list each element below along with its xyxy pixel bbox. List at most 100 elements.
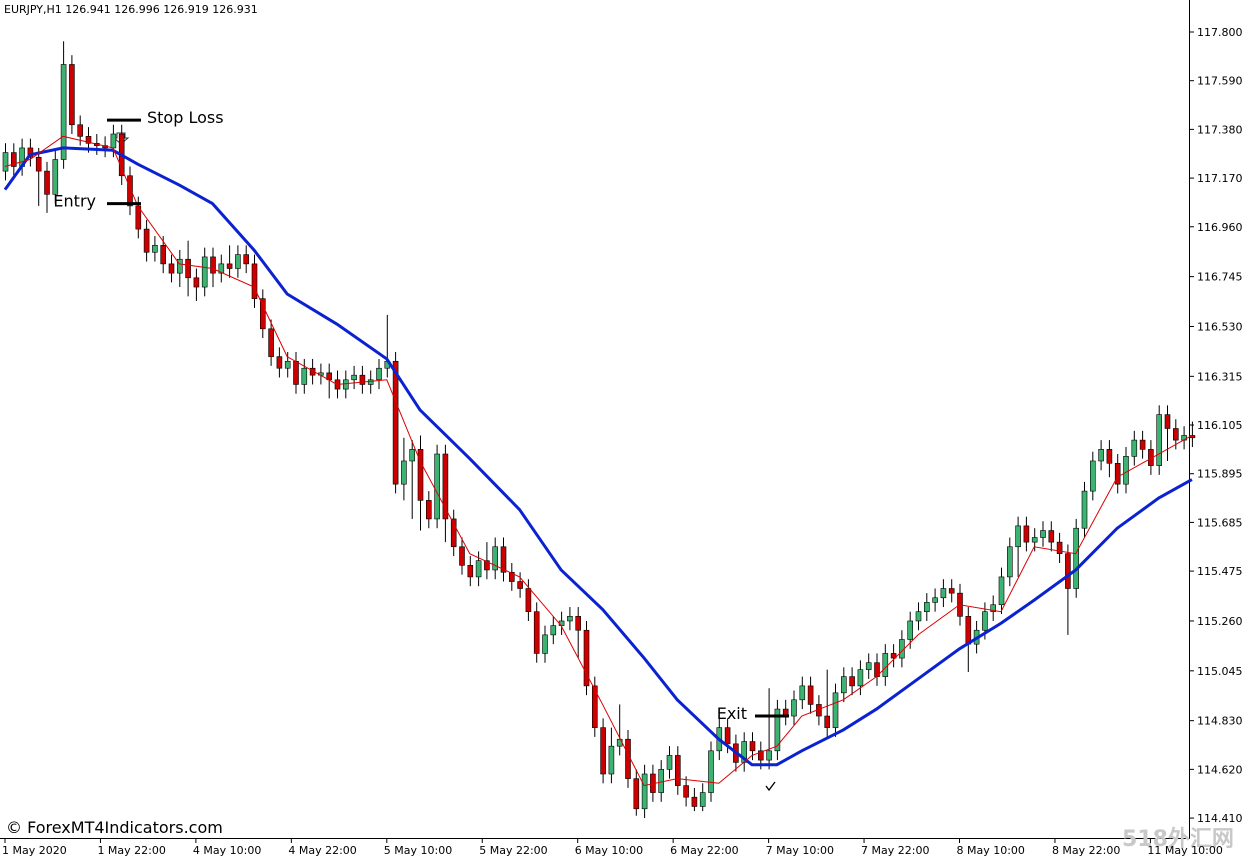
candle-body [799, 685, 806, 701]
candle-body [674, 755, 681, 786]
candle-body [500, 546, 507, 573]
candle-body [550, 625, 557, 636]
candle-body [127, 175, 133, 207]
candle-body [1073, 527, 1079, 589]
x-tick-label: 7 May 10:00 [766, 844, 834, 857]
x-tick-label: 1 May 22:00 [97, 844, 165, 857]
candle-body [517, 581, 523, 589]
x-tick-label: 5 May 10:00 [384, 844, 452, 857]
candle-body [1098, 449, 1104, 462]
candle-body [168, 263, 175, 274]
candle-body [832, 692, 839, 728]
candle-body [52, 159, 59, 195]
candle-body [774, 708, 781, 752]
annotation: Stop Loss [147, 108, 224, 127]
y-tick-label: 117.590 [1197, 75, 1243, 88]
candle-body [1031, 537, 1038, 543]
candle-body [268, 328, 274, 357]
x-tick-label: 8 May 10:00 [957, 844, 1025, 857]
y-tick-label: 114.410 [1197, 812, 1243, 825]
candle-body [907, 620, 914, 640]
candle-body [1056, 541, 1063, 555]
candle-body [392, 360, 399, 485]
candle-body [766, 750, 772, 761]
candle-body [1081, 490, 1088, 529]
candle-body [293, 360, 299, 385]
y-tick-label: 114.620 [1197, 763, 1243, 776]
y-tick-label: 115.045 [1197, 665, 1243, 678]
candle-body [110, 133, 117, 149]
candle-body [1065, 553, 1071, 589]
candle-body [608, 745, 615, 775]
candle-body [2, 152, 9, 172]
moving-average [3, 146, 1193, 767]
candle-body [940, 588, 947, 599]
candle-body [1156, 414, 1162, 466]
candle-body [990, 604, 997, 612]
candle-body [849, 676, 855, 687]
candle-body [708, 750, 714, 793]
y-tick-label: 117.800 [1197, 26, 1243, 39]
y-tick-label: 115.260 [1197, 615, 1243, 628]
candle-body [1164, 414, 1171, 429]
y-tick-label: 116.105 [1197, 419, 1243, 432]
candle-body [1173, 428, 1179, 441]
candle-body [658, 769, 665, 793]
candle-body [359, 374, 366, 385]
candle-body [284, 360, 291, 369]
candle-body [177, 258, 183, 274]
candle-body [243, 254, 249, 265]
candle-body [60, 64, 67, 160]
candle-body [492, 546, 499, 571]
candle-body [558, 620, 565, 626]
candle-body [201, 256, 208, 288]
x-tick-label: 1 May 2020 [2, 844, 67, 857]
candle-body [965, 616, 972, 645]
candle-body [143, 228, 150, 253]
candle-body [1015, 525, 1021, 548]
candle-body [1040, 530, 1046, 538]
header: EURJPY,H1 126.941 126.996 126.919 126.93… [4, 3, 258, 16]
candle-body [1090, 460, 1096, 492]
y-tick-label: 114.830 [1197, 715, 1243, 728]
candle-body [600, 727, 606, 775]
y-tick-label: 117.380 [1197, 123, 1243, 136]
candle-body [525, 588, 532, 612]
candle-body [1006, 546, 1013, 578]
candle-body [226, 263, 233, 269]
candle-body [251, 263, 258, 299]
x-tick-label: 4 May 10:00 [193, 844, 261, 857]
candle-body [11, 152, 17, 167]
candle-body [542, 634, 548, 654]
candle-body [218, 263, 225, 274]
watermark: 518外汇网 [1122, 826, 1234, 852]
candle-body [425, 500, 432, 520]
candle-body [699, 792, 706, 807]
candle-body [533, 611, 540, 654]
candle-body [1139, 439, 1146, 450]
candle-body [724, 727, 731, 745]
check-mark [765, 781, 776, 792]
candle-body [401, 460, 407, 485]
candle-body [508, 571, 515, 582]
x-tick-label: 5 May 22:00 [479, 844, 547, 857]
candle-body [35, 156, 42, 172]
x-tick-label: 4 May 22:00 [288, 844, 356, 857]
candle-body [259, 298, 266, 330]
annotation: Entry [53, 192, 96, 211]
candle-body [301, 367, 308, 385]
moving-average [4, 135, 1193, 787]
candle-body [409, 449, 416, 462]
candle-body [85, 136, 92, 144]
candle-body [185, 258, 191, 279]
candle-body [641, 773, 648, 810]
candle-body [351, 374, 357, 381]
candle-body [998, 576, 1005, 606]
candle-body [982, 611, 988, 631]
candle-body [757, 750, 764, 761]
candle-body [923, 602, 930, 612]
candle-body [857, 669, 864, 687]
candle-body [442, 453, 449, 520]
candle-body [210, 256, 216, 274]
